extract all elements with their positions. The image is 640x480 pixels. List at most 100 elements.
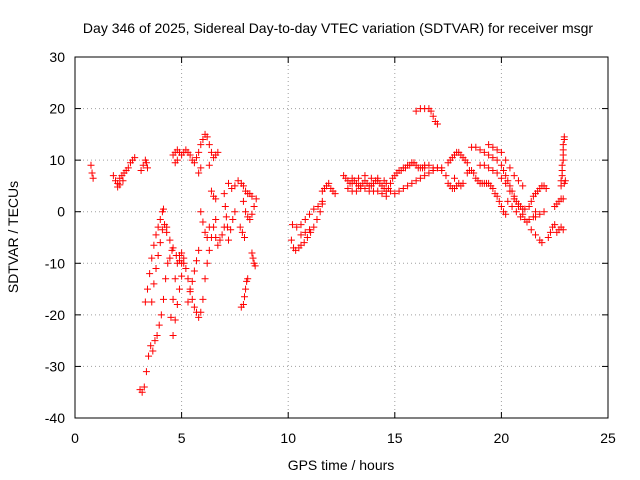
data-point (485, 164, 493, 172)
data-point (148, 254, 156, 262)
data-point (472, 143, 480, 151)
data-point (489, 185, 497, 193)
data-point (532, 213, 540, 221)
data-point (242, 208, 250, 216)
data-point (164, 259, 172, 267)
data-point (463, 159, 471, 167)
data-point (152, 264, 160, 272)
data-point (297, 231, 305, 239)
data-point (153, 331, 161, 339)
data-point (551, 221, 559, 229)
data-point (480, 148, 488, 156)
y-tick-label: -20 (45, 307, 65, 323)
data-point (251, 262, 259, 270)
data-point (512, 208, 520, 216)
data-point (361, 185, 369, 193)
y-tick-label: -30 (45, 358, 65, 374)
data-point (525, 203, 533, 211)
data-point (197, 141, 205, 149)
data-point (222, 213, 230, 221)
data-point (502, 210, 510, 218)
data-point (188, 277, 196, 285)
data-point (150, 280, 158, 288)
data-point (221, 203, 229, 211)
data-point (502, 172, 510, 180)
data-point (367, 174, 375, 182)
data-point (300, 239, 308, 247)
data-point (203, 259, 211, 267)
data-point (89, 174, 97, 182)
plot-frame (74, 56, 609, 419)
data-point (248, 192, 256, 200)
data-point (207, 187, 215, 195)
y-tick-label: 20 (49, 101, 65, 117)
data-point (140, 383, 148, 391)
data-point (88, 169, 96, 177)
data-point (148, 298, 156, 306)
data-point (416, 174, 424, 182)
data-point (314, 203, 322, 211)
y-tick-label: 30 (49, 49, 65, 65)
data-point (119, 177, 127, 185)
data-point (310, 223, 318, 231)
data-point (459, 179, 467, 187)
data-point (527, 226, 535, 234)
data-point (442, 172, 450, 180)
data-point (316, 208, 324, 216)
data-point (188, 295, 196, 303)
data-point (395, 187, 403, 195)
data-point (344, 185, 352, 193)
data-point (205, 223, 213, 231)
data-point (514, 203, 522, 211)
data-point (310, 205, 318, 213)
data-point (158, 226, 166, 234)
data-point (493, 146, 501, 154)
data-point (199, 218, 207, 226)
data-point (331, 190, 339, 198)
data-point (150, 241, 158, 249)
data-point (193, 154, 201, 162)
data-point (171, 275, 179, 283)
data-point (199, 295, 207, 303)
data-point (236, 223, 244, 231)
data-point (433, 164, 441, 172)
data-point (195, 246, 203, 254)
y-tick-label: -40 (45, 410, 65, 426)
data-point (306, 226, 314, 234)
data-point (493, 156, 501, 164)
data-point (207, 148, 215, 156)
data-point (137, 166, 145, 174)
data-point (318, 197, 326, 205)
data-point (489, 143, 497, 151)
data-point (216, 236, 224, 244)
data-point (404, 182, 412, 190)
data-point (519, 182, 527, 190)
data-point (146, 270, 154, 278)
data-point (514, 177, 522, 185)
data-point (504, 197, 512, 205)
data-point (138, 388, 146, 396)
x-axis-label: GPS time / hours (288, 457, 395, 473)
data-point (510, 195, 518, 203)
data-point (239, 301, 247, 309)
data-point (352, 187, 360, 195)
data-point (412, 177, 420, 185)
x-tick-label: 5 (178, 430, 186, 446)
axis-ticks (74, 56, 609, 419)
data-point (169, 331, 177, 339)
data-point (361, 172, 369, 180)
data-point (438, 166, 446, 174)
data-point (425, 161, 433, 169)
data-point (167, 313, 175, 321)
data-point (201, 228, 209, 236)
x-tick-label: 20 (494, 430, 510, 446)
data-point (197, 308, 205, 316)
data-point (412, 107, 420, 115)
data-point (203, 234, 211, 241)
data-point (163, 228, 171, 236)
data-point (429, 112, 437, 120)
data-point (171, 316, 179, 324)
data-point (506, 187, 514, 195)
data-point (489, 154, 497, 162)
data-points (87, 105, 569, 396)
